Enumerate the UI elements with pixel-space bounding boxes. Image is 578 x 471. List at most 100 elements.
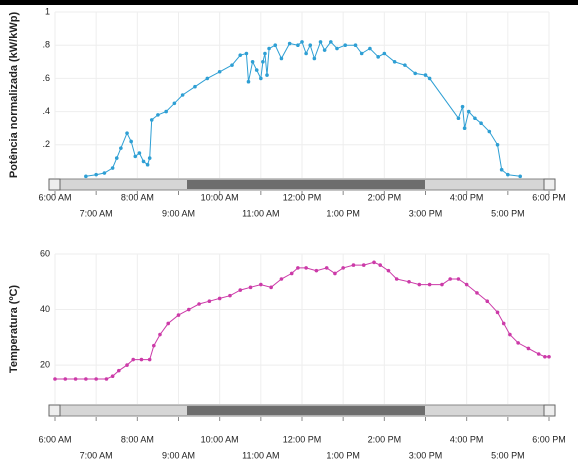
data-point xyxy=(250,60,255,64)
data-point xyxy=(312,56,317,61)
data-point xyxy=(110,166,115,170)
x-tick-label: 2:00 PM xyxy=(368,192,402,202)
x-tick-label: 5:00 PM xyxy=(491,450,525,460)
data-point xyxy=(186,307,191,312)
data-point xyxy=(147,156,152,160)
data-point xyxy=(63,377,68,381)
scrollbar-thumb[interactable] xyxy=(187,406,425,415)
data-point xyxy=(273,43,278,47)
y-tick-label: .8 xyxy=(42,40,50,50)
x-tick-label: 11:00 AM xyxy=(242,450,279,460)
data-point xyxy=(139,357,144,362)
data-point xyxy=(456,277,461,281)
scroll-right[interactable] xyxy=(543,404,556,417)
data-point xyxy=(506,172,510,177)
data-point xyxy=(448,277,453,281)
x-tick-label: 4:00 PM xyxy=(450,192,484,202)
data-point xyxy=(403,63,407,67)
data-point xyxy=(343,43,348,47)
data-point xyxy=(238,288,243,292)
data-point xyxy=(341,266,345,270)
data-point xyxy=(308,43,313,47)
data-point xyxy=(164,109,168,114)
x-tick-label: 10:00 AM xyxy=(201,434,239,444)
data-point xyxy=(413,71,418,76)
data-point xyxy=(329,40,333,44)
x-tick-label: 12:00 PM xyxy=(283,434,322,444)
data-point xyxy=(368,46,372,51)
data-point xyxy=(279,56,284,61)
x-tick-label: 6:00 AM xyxy=(38,434,71,444)
data-point xyxy=(322,48,327,52)
data-point xyxy=(462,126,467,130)
x-tick-label: 3:00 PM xyxy=(409,208,443,218)
x-tick-label: 7:00 AM xyxy=(80,208,113,218)
data-point xyxy=(304,51,308,56)
data-point xyxy=(501,321,506,326)
data-point xyxy=(102,171,107,175)
data-point xyxy=(172,101,177,106)
data-point xyxy=(133,154,138,159)
data-point xyxy=(207,299,212,304)
data-point xyxy=(487,129,492,134)
data-point xyxy=(335,46,339,51)
x-tick-label: 11:00 AM xyxy=(242,208,279,218)
data-point xyxy=(248,285,253,290)
data-point xyxy=(205,76,210,81)
data-point xyxy=(392,60,397,64)
data-point xyxy=(228,293,232,298)
data-point xyxy=(353,43,358,47)
data-point xyxy=(460,104,465,109)
data-point xyxy=(407,279,411,284)
data-point xyxy=(230,63,234,67)
data-point xyxy=(131,357,136,362)
data-point xyxy=(314,268,319,273)
data-point xyxy=(300,40,304,44)
data-point xyxy=(361,263,366,267)
data-point xyxy=(265,73,269,77)
data-point xyxy=(176,313,181,317)
data-point xyxy=(197,302,201,306)
top-strip xyxy=(0,0,578,5)
data-point xyxy=(137,151,142,155)
data-point xyxy=(394,277,399,281)
x-tick-label: 8:00 AM xyxy=(121,434,154,444)
data-point xyxy=(516,341,520,345)
x-tick-label: 7:00 AM xyxy=(80,450,113,460)
x-tick-label: 1:00 PM xyxy=(326,208,360,218)
data-point xyxy=(117,368,121,373)
data-point xyxy=(508,332,512,337)
data-point xyxy=(318,40,323,44)
data-point xyxy=(119,146,123,150)
data-point xyxy=(84,377,88,381)
data-point xyxy=(259,282,263,287)
data-point xyxy=(324,266,329,270)
data-point xyxy=(145,162,150,167)
data-point xyxy=(263,51,267,56)
scroll-left[interactable] xyxy=(48,178,61,191)
x-tick-label: 12:00 PM xyxy=(283,192,322,202)
data-point xyxy=(147,357,152,362)
scroll-right[interactable] xyxy=(543,178,556,191)
data-point xyxy=(427,76,432,81)
data-point xyxy=(382,51,387,56)
data-point xyxy=(427,282,432,287)
data-point xyxy=(158,332,162,337)
data-point xyxy=(475,291,479,295)
scrollbar-thumb[interactable] xyxy=(187,180,425,189)
data-point xyxy=(378,263,383,267)
data-point xyxy=(217,69,222,74)
data-point xyxy=(485,299,490,304)
y-tick-label: 1 xyxy=(45,6,50,16)
data-point xyxy=(372,260,376,265)
y-tick-label: 20 xyxy=(40,359,50,369)
data-point xyxy=(543,354,547,359)
x-tick-label: 10:00 AM xyxy=(201,192,239,202)
data-point xyxy=(152,343,156,348)
data-point xyxy=(289,271,294,276)
scroll-left[interactable] xyxy=(48,404,61,417)
data-point xyxy=(359,51,364,56)
data-point xyxy=(464,282,469,287)
x-tick-label: 6:00 PM xyxy=(532,192,566,202)
